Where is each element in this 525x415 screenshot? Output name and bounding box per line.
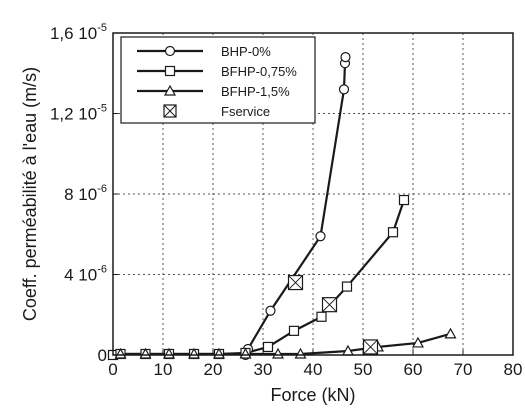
series-3-point — [362, 339, 379, 355]
legend-entry: BFHP-0,75% — [137, 64, 297, 79]
series-3-point-cross-b — [363, 339, 378, 355]
y-axis-title: Coeff. perméabilité à l'eau (m/s) — [20, 67, 40, 321]
y-tick-label: 4 10-6 — [64, 264, 107, 285]
x-tick-label: 10 — [154, 360, 173, 379]
x-axis-title: Force (kN) — [271, 385, 356, 405]
series-0-point — [338, 84, 350, 95]
series-3-point-cross-b — [322, 297, 337, 313]
series-1-point — [341, 281, 353, 292]
series-3-point-cross-b — [288, 275, 303, 290]
x-tick-label: 40 — [304, 360, 323, 379]
x-tick-label: 20 — [204, 360, 223, 379]
y-tick-label: 8 10-6 — [64, 183, 107, 204]
legend-label: BFHP-1,5% — [221, 84, 290, 99]
legend-marker-cross-b — [163, 104, 177, 118]
legend-entry: BFHP-1,5% — [137, 84, 290, 99]
y-tick-label: 0 — [98, 346, 107, 365]
x-tick-label: 80 — [504, 360, 523, 379]
series-0-point — [315, 231, 326, 242]
series-3-point — [321, 297, 338, 313]
series-1-point — [316, 311, 327, 322]
legend-label: BFHP-0,75% — [221, 64, 297, 79]
x-tick-label: 0 — [108, 360, 117, 379]
x-axis-ticks: 0 10 20 30 40 50 60 70 80 — [108, 350, 522, 379]
y-tick-label: 1,6 10-5 — [50, 22, 107, 43]
series-1-point — [288, 325, 300, 336]
y-tick-label: 1,2 10-5 — [50, 103, 107, 124]
legend: BHP-0% BFHP-0,75% BFHP-1,5% Fservice — [120, 36, 316, 124]
series-0-point — [265, 305, 276, 316]
series-3-point — [287, 274, 304, 291]
series-2-point — [411, 336, 425, 348]
legend-marker — [164, 45, 176, 57]
series-1-point — [262, 341, 274, 353]
legend-marker — [163, 84, 177, 96]
y-axis-ticks: 0 4 10-6 8 10-6 1,2 10-5 1,6 10-5 — [50, 22, 118, 365]
legend-entry: BHP-0% — [137, 44, 271, 59]
series-1-point — [387, 227, 399, 238]
legend-label: BHP-0% — [221, 44, 271, 59]
series-0-point — [340, 52, 351, 63]
series-1-point — [398, 194, 410, 206]
grid — [113, 33, 513, 355]
legend-label: Fservice — [221, 104, 270, 119]
legend-marker — [164, 65, 176, 77]
series-2-point — [444, 327, 457, 339]
legend-entry: Fservice — [163, 104, 270, 119]
legend-marker — [163, 104, 177, 118]
x-tick-label: 60 — [404, 360, 423, 379]
x-tick-label: 50 — [354, 360, 373, 379]
x-tick-label: 70 — [454, 360, 473, 379]
x-tick-label: 30 — [254, 360, 273, 379]
